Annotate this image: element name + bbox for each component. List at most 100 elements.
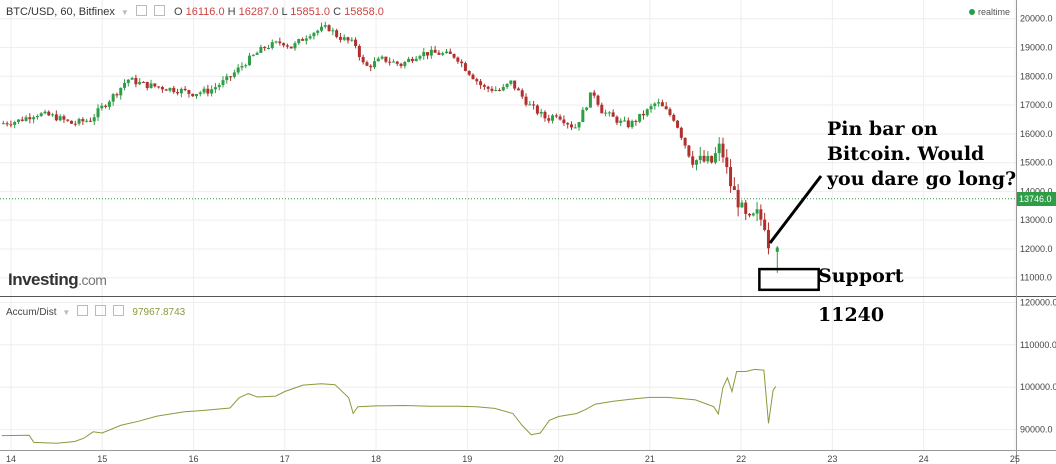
realtime-status: realtime [968,7,1010,17]
candle-body [285,45,289,47]
candle-body [736,189,740,208]
candle-body [452,53,456,58]
candle-body [702,155,706,162]
candle-body [418,56,422,59]
price-tick-label: 13000.0 [1020,215,1053,225]
candle-body [498,90,502,92]
candle-body [92,117,96,122]
candle-body [244,65,248,67]
candle-body [157,86,161,88]
candle-body [626,120,630,128]
pin-bar-annotation: Pin bar on Bitcoin. Would you dare go lo… [827,118,1017,190]
candle-body [429,49,433,56]
candle-body [183,88,187,91]
candle-body [369,65,373,68]
candle-body [100,105,104,109]
candle-body [717,143,721,154]
candle-body [229,76,233,78]
settings-icon[interactable] [135,5,147,16]
candle-body [623,120,627,122]
candle-body [342,37,346,40]
candle-body [32,117,36,120]
time-tick-label: 16 [188,454,198,464]
candle-body [729,167,733,187]
candle-body [149,83,153,89]
candle-body [240,66,244,68]
candle-body [316,30,320,33]
candle-body [649,106,653,110]
indicator-dropdown-icon[interactable]: ▼ [62,308,71,317]
candle-body [255,52,259,55]
candle-body [619,120,623,123]
candle-body [391,61,395,63]
candle-body [403,61,407,67]
candle-body [43,111,47,114]
candle-body [532,104,536,106]
indicator-hide-icon[interactable] [94,305,106,316]
indicator-header: Accum/Dist ▼ 97967.8743 [6,305,185,318]
candle-body [713,153,717,163]
candle-body [123,82,127,88]
candle-body [698,155,702,161]
candle-body [47,111,51,116]
candle-body [259,46,263,53]
candle-body [236,67,240,73]
time-tick-label: 21 [645,454,655,464]
candle-body [535,105,539,114]
candle-body [676,120,680,128]
investing-logo: Investing.com [8,270,107,289]
candle-body [24,117,28,121]
candle-body [740,202,744,208]
candle-body [660,102,664,107]
candle-body [456,57,460,62]
candle-body [194,94,198,97]
time-tick-label: 18 [371,454,381,464]
candle-body [725,157,729,168]
candle-body [35,116,39,118]
candle-body [683,137,687,146]
candle-body [85,120,89,122]
candle-body [77,119,81,124]
candle-body [384,56,388,62]
candle-body [426,52,430,56]
candle-body [759,209,763,220]
candle-body [293,43,297,49]
candle-body [373,61,377,68]
indicator-settings-icon[interactable] [77,305,89,316]
candle-body [748,213,752,216]
candle-body [672,114,676,121]
price-tick-label: 18000.0 [1020,71,1053,81]
hide-icon[interactable] [153,5,165,16]
price-tick-label: 14000.0 [1020,186,1053,196]
candle-body [16,119,20,122]
ad-tick-label: 90000.0 [1020,425,1053,435]
candle-body [213,87,217,90]
candle-body [513,80,517,89]
candle-body [96,108,100,118]
candle-body [437,52,441,55]
candle-body [168,87,172,91]
symbol-title[interactable]: BTC/USD, 60, Bitfinex [6,6,115,18]
candle-body [282,43,286,46]
candle-body [361,56,365,63]
candle-body [543,111,547,119]
candle-body [206,88,210,94]
candle-body [558,116,562,120]
indicator-close-icon[interactable] [112,305,124,316]
candle-body [248,55,252,66]
indicator-name[interactable]: Accum/Dist [6,307,57,318]
price-tick-label: 12000.0 [1020,244,1053,254]
candle-body [5,123,9,125]
candle-body [172,87,176,93]
candle-body [376,58,380,62]
candle-body [160,87,164,90]
candle-body [694,160,698,165]
candle-body [467,70,471,75]
candle-body [164,89,168,91]
candle-body [581,109,585,123]
candle-body [115,94,119,96]
candle-body [441,53,445,55]
candle-body [444,51,448,54]
symbol-dropdown-icon[interactable]: ▼ [120,8,129,17]
